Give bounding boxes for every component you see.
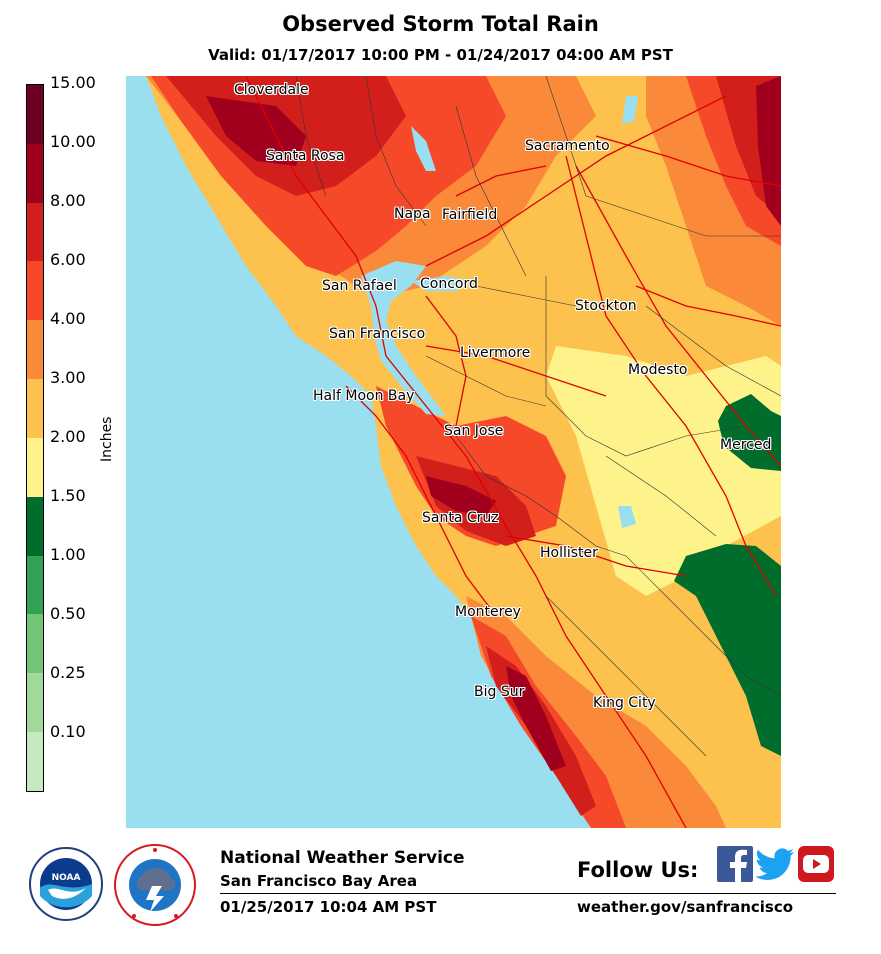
legend-swatch [27,496,43,556]
valid-period: Valid: 01/17/2017 10:00 PM - 01/24/2017 … [208,46,673,64]
city-label: Half Moon Bay [313,388,415,404]
san-luis-reservoir [618,506,636,528]
legend-swatch [27,732,43,791]
legend-swatch [27,379,43,438]
footer-divider [220,893,836,894]
rain-10-15-santacruz [426,476,496,516]
city-label: Big Sur [474,684,525,700]
legend-label: 8.00 [50,191,86,210]
rain-1-1p5-merced [718,394,781,471]
highway-120 [635,285,781,327]
lake-berryessa [411,126,436,171]
legend-label: 1.50 [50,486,86,505]
rain-10-15-northeast [756,76,781,226]
map-title: Observed Storm Total Rain [282,12,599,36]
rain-1p5-2 [546,346,781,596]
legend-swatch [27,673,43,733]
city-label: Concord [420,276,478,292]
highway-50 [595,135,781,187]
legend-swatch [27,437,43,497]
highway-152 [505,535,687,577]
folsom-lake [622,96,638,124]
website-link[interactable]: weather.gov/sanfrancisco [577,898,794,916]
legend-label: 3.00 [50,368,86,387]
legend-label: 10.00 [50,132,96,151]
legend-label: 0.10 [50,722,86,741]
highway-5 [565,155,777,597]
city-label: Stockton [575,298,637,314]
follow-us-label: Follow Us: [577,858,699,882]
rain-10-15-north [206,96,306,166]
highway-101 [245,76,687,828]
rainfall-map-svg [126,76,781,828]
legend-swatch [27,261,43,321]
legend-label: 6.00 [50,250,86,269]
twitter-icon[interactable] [755,846,794,882]
city-label: Merced [720,437,772,453]
highway-505 [455,165,547,197]
issued-time: 01/25/2017 10:04 AM PST [220,898,437,916]
rainfall-map: Cloverdale Santa Rosa Napa Fairfield Sacrame… [126,76,781,828]
legend-label: 4.00 [50,309,86,328]
rain-10-15-bigsur [506,666,566,771]
city-label: San Francisco [329,326,426,342]
legend-swatch [27,320,43,380]
city-label: King City [593,695,656,711]
city-label: San Jose [444,423,504,439]
city-label: Fairfield [442,207,498,223]
legend-label: 0.25 [50,663,86,682]
city-label: Sacramento [525,138,610,154]
city-label: Livermore [460,345,531,361]
youtube-icon[interactable] [798,846,834,882]
legend-swatch [27,202,43,262]
nws-logo [112,842,198,932]
legend-swatch [27,614,43,674]
city-label: Napa [394,206,431,222]
legend-label: 2.00 [50,427,86,446]
city-label: Hollister [540,545,598,561]
highway-680 [425,295,467,427]
city-label: San Rafael [322,278,397,294]
city-label: Santa Rosa [266,148,345,164]
rain-1-1p5-southeast [674,544,781,756]
svg-text:NOAA: NOAA [52,873,81,883]
highway-1 [345,385,497,617]
legend-label: 15.00 [50,73,96,92]
legend-swatch [27,143,43,203]
city-label: Cloverdale [234,82,309,98]
noaa-logo: NOAA [28,846,104,926]
city-label: Monterey [455,604,521,620]
highway-99 [575,165,781,467]
city-label: Santa Cruz [422,510,499,526]
highways [245,76,781,828]
facebook-icon[interactable] [717,846,753,882]
agency-name: National Weather Service [220,848,465,868]
legend-label: 0.50 [50,604,86,623]
rain-4-6-south [466,596,726,828]
highway-80 [425,95,727,267]
office-name: San Francisco Bay Area [220,872,418,890]
legend-swatch [27,555,43,615]
legend-label: 1.00 [50,545,86,564]
legend-swatch [27,85,43,144]
county-borders [295,76,781,757]
legend-unit: Inches [99,416,115,462]
highway-580 [425,345,607,397]
san-pablo-bay [411,276,471,291]
san-francisco-bay [361,261,446,416]
color-legend [26,84,44,792]
city-label: Modesto [628,362,688,378]
